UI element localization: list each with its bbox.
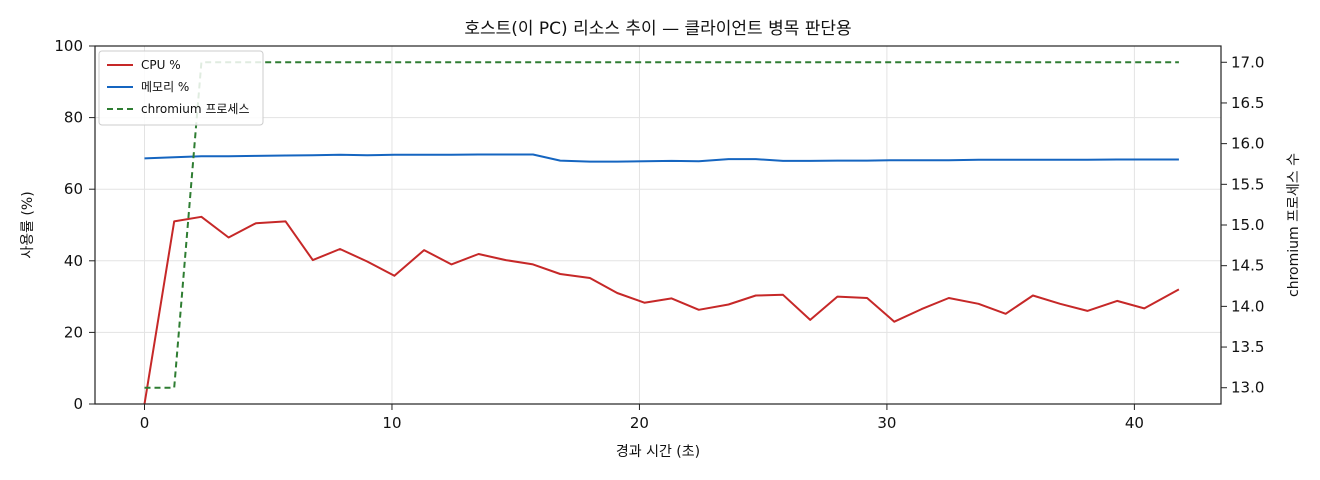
y2-tick-label: 17.0 xyxy=(1231,53,1264,71)
y-axis-label: 사용률 (%) xyxy=(20,191,36,258)
legend: CPU % 메모리 % chromium 프로세스 xyxy=(98,50,264,126)
x-tick-label: 20 xyxy=(630,414,649,432)
legend-box xyxy=(98,50,264,126)
x-tick-label: 40 xyxy=(1125,414,1144,432)
y2-tick-label: 14.5 xyxy=(1231,257,1264,275)
legend-label-1: CPU % xyxy=(141,58,181,72)
y-tick-label: 60 xyxy=(64,180,83,198)
y2-tick-label: 14.0 xyxy=(1231,297,1264,315)
series-lines xyxy=(143,61,1180,405)
y2-tick-label: 16.5 xyxy=(1231,94,1264,112)
series-line-2 xyxy=(144,153,1179,163)
y2-tick-label: 15.5 xyxy=(1231,175,1264,193)
legend-label-3: chromium 프로세스 xyxy=(141,102,250,116)
axis-ticks: 0 10 20 30 40 0 20 40 60 80 100 13.0 13.5 14.0 14.5 15.… xyxy=(54,37,1264,432)
y-tick-label: 100 xyxy=(54,37,83,55)
y2-axis-label: chromium 프로세스 수 xyxy=(1286,153,1302,297)
series-line-1 xyxy=(143,215,1180,405)
y-tick-label: 40 xyxy=(64,252,83,270)
x-tick-label: 30 xyxy=(877,414,896,432)
series-line-3 xyxy=(144,61,1179,389)
y-tick-label: 80 xyxy=(64,109,83,127)
x-axis-label: 경과 시간 (초) xyxy=(616,444,700,460)
x-tick-label: 10 xyxy=(382,414,401,432)
y2-tick-label: 15.0 xyxy=(1231,216,1264,234)
y-tick-label: 20 xyxy=(64,323,83,341)
y-tick-label: 0 xyxy=(73,395,83,413)
legend-label-2: 메모리 % xyxy=(141,80,189,94)
y2-tick-label: 16.0 xyxy=(1231,135,1264,153)
x-tick-label: 0 xyxy=(140,414,150,432)
y2-tick-label: 13.0 xyxy=(1231,379,1264,397)
chart-title: 호스트(이 PC) 리소스 추이 — 클라이언트 병목 판단용 xyxy=(464,19,851,39)
y2-tick-label: 13.5 xyxy=(1231,338,1264,356)
